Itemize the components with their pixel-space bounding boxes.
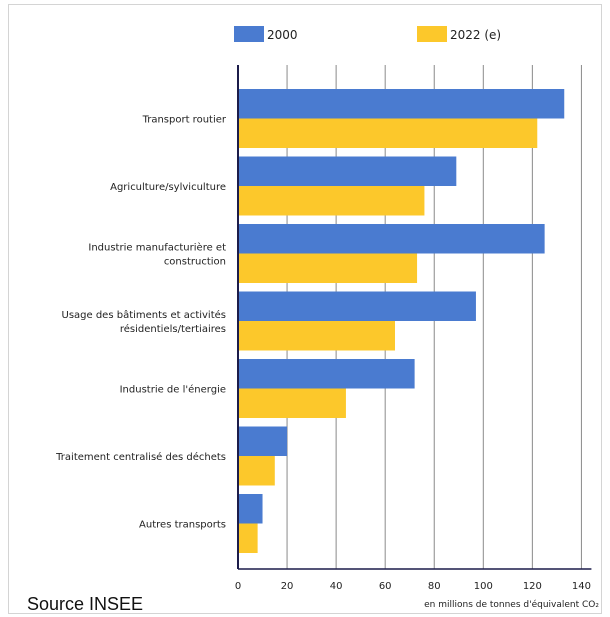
bars [238, 89, 565, 553]
chart-frame: 2000 2022 (e) 0 20 40 60 80 100 120 140 Transpor… [8, 4, 602, 614]
category-labels: Transport routier Agriculture/sylvicultur… [55, 115, 227, 531]
category-label: résidentiels/tertiaires [120, 323, 226, 335]
category-label: Usage des bâtiments et activités [62, 309, 227, 321]
category-label: Traitement centralisé des déchets [55, 451, 226, 463]
bar-2022-e--5 [238, 456, 275, 486]
x-tick-label: 0 [235, 581, 241, 592]
legend-swatch-1 [417, 26, 447, 42]
category-label: construction [164, 257, 226, 268]
legend-swatch-0 [234, 26, 264, 42]
bar-chart: 2000 2022 (e) 0 20 40 60 80 100 120 140 Transpor… [55, 26, 599, 610]
bar-2000-1 [238, 156, 457, 186]
x-tick-label: 60 [379, 581, 392, 592]
category-label: Industrie manufacturière et [88, 242, 226, 254]
x-tick-label: 120 [523, 581, 542, 592]
bar-2022-e--4 [238, 388, 346, 418]
legend: 2000 2022 (e) [234, 26, 501, 42]
bar-2000-5 [238, 426, 288, 456]
bar-2000-0 [238, 89, 565, 119]
x-tick-label: 40 [330, 581, 343, 592]
x-tick-label: 100 [474, 581, 493, 592]
category-label: Transport routier [142, 115, 227, 126]
x-tick-label: 20 [281, 581, 294, 592]
bar-2022-e--6 [238, 523, 258, 553]
category-label: Agriculture/sylviculture [110, 182, 226, 193]
bar-2000-6 [238, 494, 263, 524]
axes [237, 65, 592, 570]
category-label: Autres transports [139, 520, 226, 531]
source-note: Source INSEE [27, 594, 144, 614]
legend-label-0: 2000 [267, 28, 298, 42]
legend-label-1: 2022 (e) [450, 28, 501, 42]
x-tick-label: 80 [428, 581, 441, 592]
x-axis-label: en millions de tonnes d'équivalent CO₂ [424, 599, 599, 610]
x-tick-label: 140 [572, 581, 591, 592]
x-tick-labels: 0 20 40 60 80 100 120 140 [235, 581, 591, 592]
bar-2000-3 [238, 291, 476, 321]
bar-2022-e--2 [238, 253, 418, 283]
bar-2000-2 [238, 224, 545, 254]
bar-2022-e--3 [238, 321, 395, 351]
category-label: Industrie de l'énergie [120, 384, 226, 396]
bar-2022-e--1 [238, 186, 425, 216]
bar-2000-4 [238, 359, 415, 389]
bar-2022-e--0 [238, 118, 538, 148]
